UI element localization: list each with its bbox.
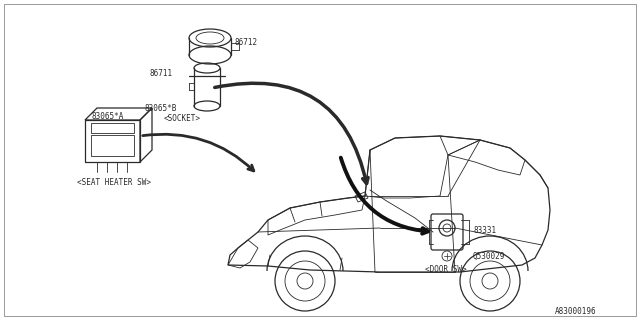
Text: A83000196: A83000196 <box>555 308 596 316</box>
Text: 83331: 83331 <box>473 226 496 235</box>
Text: 86711: 86711 <box>149 68 172 77</box>
Text: 83065*A: 83065*A <box>91 111 124 121</box>
Text: <SEAT HEATER SW>: <SEAT HEATER SW> <box>77 178 151 187</box>
Text: 83065*B: 83065*B <box>144 103 177 113</box>
Text: <DOOR SW>: <DOOR SW> <box>425 266 467 275</box>
Text: <SOCKET>: <SOCKET> <box>164 114 201 123</box>
Text: Q530029: Q530029 <box>473 252 506 260</box>
Text: 86712: 86712 <box>234 37 257 46</box>
